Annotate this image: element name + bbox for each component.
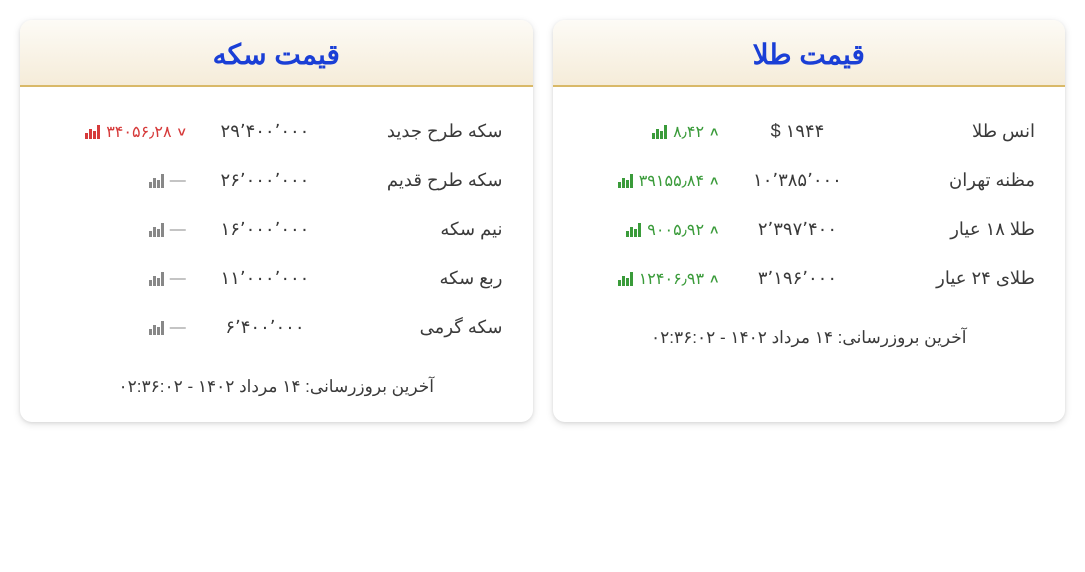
change-value: —	[170, 319, 186, 337]
gold-price-card: قیمت طلا انس طلا ۱۹۴۴ $ ۸٫۴۲ ˄ مظنه تهرا…	[553, 20, 1066, 422]
item-name: انس طلا	[877, 121, 1035, 142]
chart-icon[interactable]	[652, 125, 667, 139]
table-row: انس طلا ۱۹۴۴ $ ۸٫۴۲ ˄	[583, 107, 1036, 156]
arrow-up-icon: ˄	[710, 124, 718, 140]
change-value: —	[170, 270, 186, 288]
table-row: طلا ۱۸ عیار ۲٬۳۹۷٬۴۰۰ ۹۰۰۵٫۹۲ ˄	[583, 205, 1036, 254]
gold-card-footer: آخرین بروزرسانی: ۱۴ مرداد ۱۴۰۲ - ۰۲:۳۶:۰…	[553, 313, 1066, 373]
coin-card-title: قیمت سکه	[40, 38, 513, 71]
change-value: ۳۴۰۵۶٫۲۸	[106, 122, 171, 142]
item-price: ۱۶٬۰۰۰٬۰۰۰	[186, 219, 344, 240]
price-widgets-container: قیمت طلا انس طلا ۱۹۴۴ $ ۸٫۴۲ ˄ مظنه تهرا…	[20, 20, 1065, 422]
item-name: طلا ۱۸ عیار	[877, 219, 1035, 240]
item-change: —	[50, 270, 186, 288]
item-name: سکه گرمی	[344, 317, 502, 338]
item-price: ۲٬۳۹۷٬۴۰۰	[718, 219, 876, 240]
item-price: ۶٬۴۰۰٬۰۰۰	[186, 317, 344, 338]
item-name: سکه طرح جدید	[344, 121, 502, 142]
table-row: سکه طرح جدید ۲۹٬۴۰۰٬۰۰۰ ۳۴۰۵۶٫۲۸ ˅	[50, 107, 503, 156]
gold-card-body: انس طلا ۱۹۴۴ $ ۸٫۴۲ ˄ مظنه تهران ۱۰٬۳۸۵٬…	[553, 87, 1066, 313]
chart-icon[interactable]	[149, 223, 164, 237]
gold-card-header: قیمت طلا	[553, 20, 1066, 87]
item-change: ۸٫۴۲ ˄	[583, 122, 719, 142]
change-value: —	[170, 221, 186, 239]
arrow-up-icon: ˄	[710, 222, 718, 238]
item-name: نیم سکه	[344, 219, 502, 240]
table-row: مظنه تهران ۱۰٬۳۸۵٬۰۰۰ ۳۹۱۵۵٫۸۴ ˄	[583, 156, 1036, 205]
item-change: ۹۰۰۵٫۹۲ ˄	[583, 220, 719, 240]
item-price: ۳٬۱۹۶٬۰۰۰	[718, 268, 876, 289]
item-change: ۳۹۱۵۵٫۸۴ ˄	[583, 171, 719, 191]
chart-icon[interactable]	[618, 272, 633, 286]
coin-card-footer: آخرین بروزرسانی: ۱۴ مرداد ۱۴۰۲ - ۰۲:۳۶:۰…	[20, 362, 533, 422]
change-value: ۹۰۰۵٫۹۲	[647, 220, 704, 240]
item-change: —	[50, 172, 186, 190]
coin-card-header: قیمت سکه	[20, 20, 533, 87]
table-row: نیم سکه ۱۶٬۰۰۰٬۰۰۰ —	[50, 205, 503, 254]
item-price: ۱۰٬۳۸۵٬۰۰۰	[718, 170, 876, 191]
item-name: مظنه تهران	[877, 170, 1035, 191]
table-row: سکه طرح قدیم ۲۶٬۰۰۰٬۰۰۰ —	[50, 156, 503, 205]
item-change: ۳۴۰۵۶٫۲۸ ˅	[50, 122, 186, 142]
arrow-up-icon: ˄	[710, 271, 718, 287]
item-name: ربع سکه	[344, 268, 502, 289]
chart-icon[interactable]	[149, 174, 164, 188]
arrow-up-icon: ˄	[710, 173, 718, 189]
item-name: طلای ۲۴ عیار	[877, 268, 1035, 289]
table-row: سکه گرمی ۶٬۴۰۰٬۰۰۰ —	[50, 303, 503, 352]
item-price: ۱۱٬۰۰۰٬۰۰۰	[186, 268, 344, 289]
gold-card-title: قیمت طلا	[573, 38, 1046, 71]
chart-icon[interactable]	[618, 174, 633, 188]
change-value: ۳۹۱۵۵٫۸۴	[639, 171, 704, 191]
change-value: ۸٫۴۲	[673, 122, 704, 142]
chart-icon[interactable]	[626, 223, 641, 237]
table-row: ربع سکه ۱۱٬۰۰۰٬۰۰۰ —	[50, 254, 503, 303]
chart-icon[interactable]	[149, 321, 164, 335]
item-change: ۱۲۴۰۶٫۹۳ ˄	[583, 269, 719, 289]
arrow-down-icon: ˅	[178, 124, 186, 140]
change-value: ۱۲۴۰۶٫۹۳	[639, 269, 704, 289]
table-row: طلای ۲۴ عیار ۳٬۱۹۶٬۰۰۰ ۱۲۴۰۶٫۹۳ ˄	[583, 254, 1036, 303]
chart-icon[interactable]	[85, 125, 100, 139]
chart-icon[interactable]	[149, 272, 164, 286]
item-change: —	[50, 221, 186, 239]
item-change: —	[50, 319, 186, 337]
item-price: ۲۶٬۰۰۰٬۰۰۰	[186, 170, 344, 191]
coin-price-card: قیمت سکه سکه طرح جدید ۲۹٬۴۰۰٬۰۰۰ ۳۴۰۵۶٫۲…	[20, 20, 533, 422]
coin-card-body: سکه طرح جدید ۲۹٬۴۰۰٬۰۰۰ ۳۴۰۵۶٫۲۸ ˅ سکه ط…	[20, 87, 533, 362]
change-value: —	[170, 172, 186, 190]
item-name: سکه طرح قدیم	[344, 170, 502, 191]
item-price: ۲۹٬۴۰۰٬۰۰۰	[186, 121, 344, 142]
item-price: ۱۹۴۴ $	[718, 121, 876, 142]
